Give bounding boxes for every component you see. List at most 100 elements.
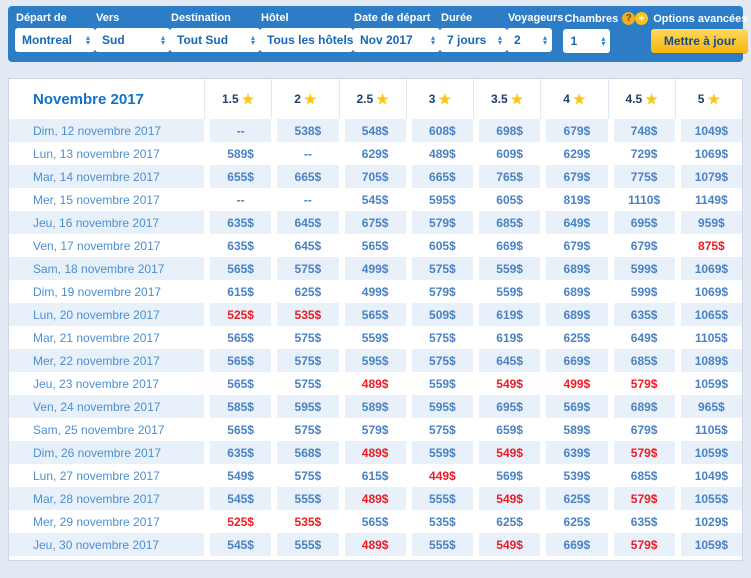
price-cell[interactable]: 629$ bbox=[338, 142, 406, 165]
price-cell[interactable]: 565$ bbox=[204, 349, 272, 372]
price-cell[interactable]: 545$ bbox=[204, 487, 272, 510]
price-cell[interactable]: 1105$ bbox=[674, 418, 742, 441]
price-cell[interactable]: 489$ bbox=[338, 487, 406, 510]
price-cell[interactable]: 559$ bbox=[473, 280, 540, 303]
price-cell[interactable]: 569$ bbox=[540, 395, 608, 418]
price-cell[interactable]: 579$ bbox=[607, 533, 675, 556]
price-cell[interactable]: 1055$ bbox=[674, 487, 742, 510]
price-cell[interactable]: 765$ bbox=[473, 165, 541, 188]
price-cell[interactable]: 499$ bbox=[338, 280, 406, 303]
price-cell[interactable]: 548$ bbox=[338, 119, 406, 142]
price-cell[interactable]: 698$ bbox=[473, 119, 541, 142]
price-cell[interactable]: 575$ bbox=[271, 257, 339, 280]
price-cell[interactable]: 579$ bbox=[607, 372, 675, 395]
price-cell[interactable]: 679$ bbox=[540, 234, 607, 257]
price-cell[interactable]: 565$ bbox=[338, 510, 406, 533]
price-cell[interactable]: 775$ bbox=[607, 165, 675, 188]
price-cell[interactable]: 489$ bbox=[338, 372, 406, 395]
duree-select[interactable]: 7 jours ▴ ▾ bbox=[440, 28, 507, 52]
price-cell[interactable]: 589$ bbox=[338, 395, 406, 418]
update-button[interactable]: Mettre à jour bbox=[651, 29, 749, 53]
price-cell[interactable]: 625$ bbox=[540, 487, 608, 510]
price-cell[interactable]: 595$ bbox=[405, 395, 473, 418]
price-cell[interactable]: 549$ bbox=[204, 464, 271, 487]
price-cell[interactable]: 1049$ bbox=[674, 119, 742, 142]
price-cell[interactable]: 679$ bbox=[607, 234, 675, 257]
price-cell[interactable]: 679$ bbox=[540, 119, 608, 142]
price-cell[interactable]: 635$ bbox=[607, 510, 675, 533]
price-cell[interactable]: 649$ bbox=[540, 211, 608, 234]
price-cell[interactable]: 1105$ bbox=[674, 326, 742, 349]
price-cell[interactable]: 555$ bbox=[271, 487, 339, 510]
price-cell[interactable]: 539$ bbox=[540, 464, 607, 487]
price-cell[interactable]: 635$ bbox=[607, 303, 675, 326]
price-cell[interactable]: 679$ bbox=[607, 418, 675, 441]
price-cell[interactable]: 489$ bbox=[338, 441, 406, 464]
price-cell[interactable]: 1089$ bbox=[674, 349, 742, 372]
price-cell[interactable]: 679$ bbox=[540, 165, 608, 188]
price-cell[interactable]: 1110$ bbox=[607, 188, 675, 211]
price-cell[interactable]: 1069$ bbox=[674, 142, 742, 165]
price-cell[interactable]: 599$ bbox=[607, 280, 675, 303]
price-cell[interactable]: 748$ bbox=[607, 119, 675, 142]
price-cell[interactable]: 555$ bbox=[405, 533, 473, 556]
price-cell[interactable]: 568$ bbox=[271, 441, 339, 464]
price-cell[interactable]: 579$ bbox=[405, 280, 473, 303]
price-cell[interactable]: 1029$ bbox=[674, 510, 742, 533]
price-cell[interactable]: 559$ bbox=[405, 372, 473, 395]
price-cell[interactable]: 608$ bbox=[405, 119, 473, 142]
price-cell[interactable]: 555$ bbox=[405, 487, 473, 510]
price-cell[interactable]: 585$ bbox=[204, 395, 272, 418]
price-cell[interactable]: 689$ bbox=[540, 280, 607, 303]
price-cell[interactable]: 575$ bbox=[405, 326, 473, 349]
chambres-select[interactable]: 1 ▴ ▾ bbox=[563, 29, 611, 53]
hotel-select[interactable]: Tous les hôtels▴▾ bbox=[260, 28, 361, 52]
price-cell[interactable]: 595$ bbox=[271, 395, 339, 418]
price-cell[interactable]: 535$ bbox=[271, 510, 338, 533]
price-cell[interactable]: 575$ bbox=[271, 464, 338, 487]
depart-de-select[interactable]: Montreal ▴ ▾ bbox=[15, 28, 95, 52]
price-cell[interactable]: 705$ bbox=[338, 165, 406, 188]
price-cell[interactable]: 615$ bbox=[338, 464, 406, 487]
price-cell[interactable]: 665$ bbox=[405, 165, 473, 188]
price-cell[interactable]: 635$ bbox=[204, 211, 272, 234]
price-cell[interactable]: 569$ bbox=[473, 464, 540, 487]
advanced-options-link[interactable]: + Options avancées bbox=[635, 12, 747, 25]
price-cell[interactable]: 669$ bbox=[540, 349, 608, 372]
price-cell[interactable]: 538$ bbox=[271, 119, 339, 142]
price-cell[interactable]: 619$ bbox=[473, 303, 541, 326]
price-cell[interactable]: 579$ bbox=[607, 441, 675, 464]
price-cell[interactable]: 575$ bbox=[271, 349, 339, 372]
price-cell[interactable]: 565$ bbox=[204, 257, 272, 280]
price-cell[interactable]: 645$ bbox=[271, 234, 338, 257]
price-cell[interactable]: 595$ bbox=[405, 188, 473, 211]
price-cell[interactable]: 669$ bbox=[473, 234, 540, 257]
price-cell[interactable]: 549$ bbox=[473, 441, 541, 464]
price-cell[interactable]: 545$ bbox=[204, 533, 272, 556]
price-cell[interactable]: 499$ bbox=[338, 257, 406, 280]
price-cell[interactable]: 1069$ bbox=[674, 280, 742, 303]
price-cell[interactable]: 525$ bbox=[204, 510, 271, 533]
date-de-depart-select[interactable]: Nov 2017 ▴ ▾ bbox=[353, 28, 440, 52]
price-cell[interactable]: 575$ bbox=[271, 326, 338, 349]
price-cell[interactable]: 685$ bbox=[607, 349, 675, 372]
price-cell[interactable]: 575$ bbox=[271, 418, 338, 441]
price-cell[interactable]: 565$ bbox=[338, 303, 406, 326]
price-cell[interactable]: 565$ bbox=[204, 418, 271, 441]
price-cell[interactable]: 959$ bbox=[674, 211, 742, 234]
price-cell[interactable]: 549$ bbox=[473, 487, 541, 510]
price-cell[interactable]: 635$ bbox=[204, 441, 272, 464]
price-cell[interactable]: 1059$ bbox=[674, 372, 742, 395]
price-cell[interactable]: 649$ bbox=[607, 326, 675, 349]
price-cell[interactable]: 565$ bbox=[204, 326, 271, 349]
price-cell[interactable]: 555$ bbox=[271, 533, 339, 556]
destination-select[interactable]: Tout Sud ▴ ▾ bbox=[170, 28, 260, 52]
price-cell[interactable]: 595$ bbox=[338, 349, 406, 372]
price-cell[interactable]: 575$ bbox=[271, 372, 338, 395]
price-cell[interactable]: 589$ bbox=[540, 418, 607, 441]
price-cell[interactable]: 1049$ bbox=[674, 464, 742, 487]
price-cell[interactable]: 639$ bbox=[540, 441, 608, 464]
price-cell[interactable]: 689$ bbox=[607, 395, 675, 418]
price-cell[interactable]: 695$ bbox=[473, 395, 541, 418]
price-cell[interactable]: 819$ bbox=[540, 188, 607, 211]
